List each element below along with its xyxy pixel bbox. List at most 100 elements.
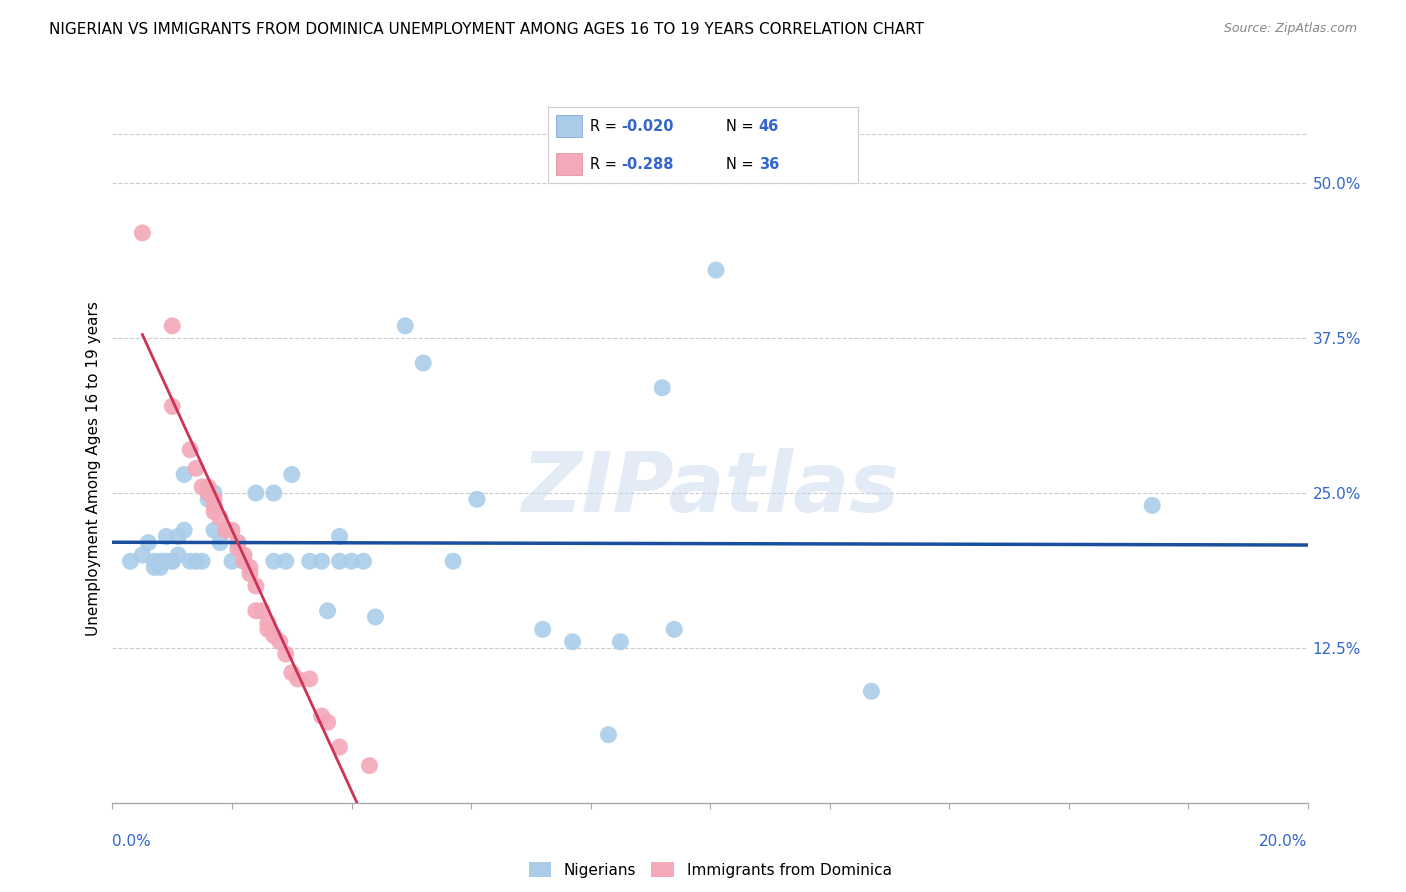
Bar xyxy=(557,114,582,137)
Point xyxy=(202,499,225,513)
Point xyxy=(143,554,166,568)
Point xyxy=(221,554,243,568)
Point xyxy=(1140,499,1163,513)
Point xyxy=(257,616,280,631)
Point xyxy=(269,634,291,648)
Point xyxy=(162,400,183,414)
Point xyxy=(239,566,262,581)
Legend: Nigerians, Immigrants from Dominica: Nigerians, Immigrants from Dominica xyxy=(524,857,896,882)
Point xyxy=(208,511,231,525)
Point xyxy=(155,529,177,543)
Text: R =: R = xyxy=(591,119,621,134)
Text: ZIPatlas: ZIPatlas xyxy=(522,448,898,529)
Point xyxy=(664,623,686,637)
Point xyxy=(328,529,352,543)
Text: R =: R = xyxy=(591,157,621,172)
Point xyxy=(131,226,153,240)
Point xyxy=(465,492,488,507)
Text: -0.020: -0.020 xyxy=(621,119,673,134)
Point xyxy=(394,318,416,333)
Point xyxy=(311,709,333,723)
Point xyxy=(186,554,208,568)
Point xyxy=(221,523,243,537)
Point xyxy=(257,623,280,637)
Point xyxy=(328,554,352,568)
Text: 0.0%: 0.0% xyxy=(112,834,152,849)
Point xyxy=(167,548,190,562)
Point xyxy=(215,523,238,537)
Point xyxy=(202,486,225,500)
Point xyxy=(263,629,285,643)
Point xyxy=(208,535,231,549)
Point xyxy=(328,740,352,755)
Point xyxy=(155,554,177,568)
Point xyxy=(531,623,554,637)
Point xyxy=(298,554,321,568)
Point xyxy=(281,467,304,482)
Point xyxy=(274,554,297,568)
Point xyxy=(274,647,297,661)
Point xyxy=(609,634,631,648)
Text: 20.0%: 20.0% xyxy=(1260,834,1308,849)
Point xyxy=(245,579,267,593)
Point xyxy=(239,560,262,574)
Point xyxy=(298,672,321,686)
Point xyxy=(138,535,160,549)
Point xyxy=(232,548,256,562)
Point xyxy=(179,442,201,457)
Point xyxy=(232,554,256,568)
Point xyxy=(311,554,333,568)
Text: Source: ZipAtlas.com: Source: ZipAtlas.com xyxy=(1223,22,1357,36)
Point xyxy=(202,523,225,537)
Point xyxy=(197,492,219,507)
Point xyxy=(352,554,374,568)
Point xyxy=(316,715,339,730)
Point xyxy=(173,467,195,482)
Point xyxy=(245,486,267,500)
Point xyxy=(250,604,273,618)
Point xyxy=(162,554,183,568)
Point xyxy=(561,634,583,648)
Point xyxy=(162,318,183,333)
Point xyxy=(179,554,201,568)
Point xyxy=(167,529,190,543)
Point xyxy=(359,758,381,772)
Text: 36: 36 xyxy=(759,157,779,172)
Point xyxy=(173,523,195,537)
Point xyxy=(364,610,387,624)
Point xyxy=(245,604,267,618)
Point xyxy=(651,381,673,395)
Point xyxy=(202,492,225,507)
Point xyxy=(143,560,166,574)
Point xyxy=(215,523,238,537)
Point xyxy=(281,665,304,680)
Point xyxy=(162,554,183,568)
Point xyxy=(598,728,620,742)
Point xyxy=(263,554,285,568)
Text: -0.288: -0.288 xyxy=(621,157,673,172)
Point xyxy=(191,480,214,494)
Point xyxy=(149,554,172,568)
Point xyxy=(340,554,363,568)
Point xyxy=(191,554,214,568)
Point xyxy=(441,554,464,568)
Point xyxy=(149,560,172,574)
Text: 46: 46 xyxy=(759,119,779,134)
Point xyxy=(287,672,309,686)
Point xyxy=(226,535,249,549)
Point xyxy=(232,554,256,568)
Point xyxy=(197,480,219,494)
Point xyxy=(197,486,219,500)
Point xyxy=(263,486,285,500)
Point xyxy=(412,356,434,370)
Text: N =: N = xyxy=(725,157,758,172)
Point xyxy=(120,554,142,568)
Point xyxy=(860,684,883,698)
Point xyxy=(226,535,249,549)
Bar xyxy=(557,153,582,175)
Text: NIGERIAN VS IMMIGRANTS FROM DOMINICA UNEMPLOYMENT AMONG AGES 16 TO 19 YEARS CORR: NIGERIAN VS IMMIGRANTS FROM DOMINICA UNE… xyxy=(49,22,924,37)
Point xyxy=(186,461,208,475)
Point xyxy=(226,541,249,556)
Point xyxy=(131,548,153,562)
Y-axis label: Unemployment Among Ages 16 to 19 years: Unemployment Among Ages 16 to 19 years xyxy=(86,301,101,636)
